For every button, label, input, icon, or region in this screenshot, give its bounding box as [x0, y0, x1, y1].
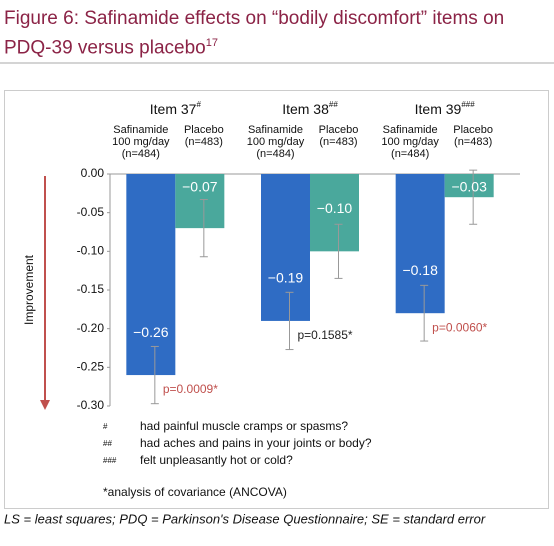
- category-mark: #: [196, 100, 201, 109]
- footnote-text: had aches and pains in your joints or bo…: [140, 436, 372, 450]
- value-label: −0.18: [402, 262, 438, 278]
- p-value: p=0.0060*: [432, 320, 487, 334]
- value-label: −0.10: [317, 200, 353, 216]
- p-value: p=0.1585*: [298, 328, 353, 342]
- footnote-text: had painful muscle cramps or spasms?: [140, 419, 348, 433]
- p-value: p=0.0009*: [163, 382, 218, 396]
- y-tick-label: -0.30: [77, 398, 105, 412]
- bar: [310, 174, 359, 252]
- footnote-text: felt unpleasantly hot or cold?: [140, 453, 293, 467]
- category-label: Item 39###: [415, 100, 476, 117]
- category-name: Item 38: [282, 101, 329, 117]
- y-tick-label: 0.00: [81, 166, 105, 180]
- y-tick-label: -0.20: [77, 321, 105, 335]
- footnote-symbol: ##: [103, 439, 112, 448]
- footnote-symbol: #: [103, 422, 108, 431]
- bar: [126, 174, 176, 376]
- footnote-symbol: ###: [103, 456, 117, 465]
- category-name: Item 37: [150, 101, 197, 117]
- category-mark: ##: [329, 100, 338, 109]
- value-label: −0.19: [268, 270, 304, 286]
- bar: [261, 174, 310, 321]
- series-name: Placebo (n=483): [183, 124, 224, 148]
- y-tick-label: -0.10: [77, 244, 105, 258]
- series-name: Safinamide 100 mg/day (n=484): [381, 124, 439, 160]
- title-text: Figure 6: Safinamide effects on “bodily …: [4, 8, 505, 59]
- y-tick-label: -0.25: [77, 360, 105, 374]
- category-label: Item 38##: [282, 100, 338, 117]
- value-label: −0.03: [451, 179, 487, 195]
- bar: [444, 174, 494, 198]
- value-label: −0.26: [133, 324, 169, 340]
- value-label: −0.07: [182, 179, 218, 195]
- chart-frame: [4, 90, 549, 509]
- category-name: Item 39: [415, 101, 462, 117]
- series-name: Placebo (n=483): [318, 124, 359, 148]
- series-name: Safinamide 100 mg/day (n=484): [112, 124, 170, 160]
- title-ref: 17: [205, 37, 218, 49]
- caption: LS = least squares; PDQ = Parkinson's Di…: [4, 511, 486, 526]
- title: Figure 6: Safinamide effects on “bodily …: [4, 6, 544, 60]
- y-axis-label: Improvement: [22, 254, 36, 325]
- analysis-note: *analysis of covariance (ANCOVA): [103, 485, 287, 499]
- bar: [175, 174, 225, 229]
- y-tick-label: -0.05: [77, 205, 105, 219]
- improvement-arrowhead: [40, 400, 50, 410]
- series-name: Placebo (n=483): [453, 124, 494, 148]
- category-label: Item 37#: [150, 100, 202, 117]
- series-name: Safinamide 100 mg/day (n=484): [246, 124, 305, 160]
- y-tick-label: -0.15: [77, 282, 105, 296]
- bar: [395, 174, 445, 314]
- category-mark: ###: [461, 100, 475, 109]
